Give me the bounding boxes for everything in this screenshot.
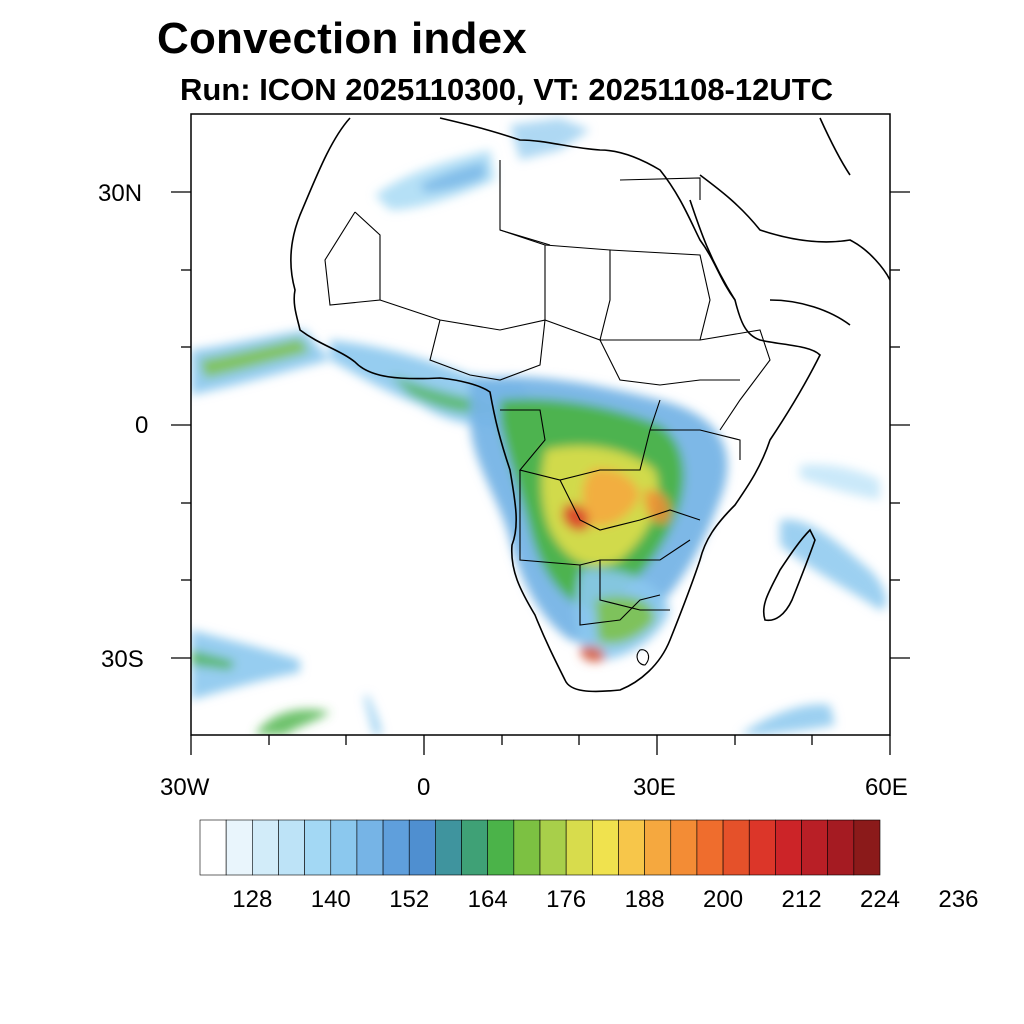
colorbar-swatch (382, 819, 410, 876)
colorbar-label: 224 (859, 886, 901, 913)
colorbar-swatch (225, 819, 253, 876)
colorbar-swatch (435, 819, 462, 876)
field-east-orange (645, 489, 671, 524)
field-south-indian (740, 704, 835, 735)
colorbar-swatch (513, 819, 541, 876)
colorbar-label: 140 (310, 886, 351, 913)
border-6 (599, 339, 740, 386)
colorbar-swatch (199, 819, 227, 876)
axis-ticks (171, 191, 910, 755)
colorbar-swatch (304, 819, 332, 876)
convection-field (191, 117, 890, 735)
field-central-orange (582, 468, 640, 526)
border-5 (429, 319, 546, 381)
colorbar-swatch (461, 819, 488, 876)
arabia-coast (699, 174, 890, 326)
colorbar-label: 200 (703, 886, 744, 913)
colorbar-swatch (827, 819, 855, 876)
border-15 (499, 160, 551, 246)
colorbar-swatch (644, 819, 672, 876)
colorbar-swatch (278, 819, 305, 876)
field-satl-green (191, 650, 235, 670)
field-atlantic-green (200, 338, 310, 378)
colorbar (199, 819, 881, 876)
colorbar-swatch (748, 819, 776, 876)
border-8 (559, 479, 701, 531)
colorbar-swatch (670, 819, 698, 876)
border-2 (379, 229, 546, 331)
field-madagascar (780, 519, 887, 610)
field-satl-swirl (255, 709, 330, 735)
lon-label-30w: 30W (160, 774, 210, 801)
lat-label-0: 0 (135, 412, 149, 439)
field-south-red (580, 645, 605, 663)
colorbar-swatch (330, 819, 358, 876)
field-south-green (595, 596, 655, 644)
field-satl-streak (364, 695, 382, 735)
colorbar-swatch (408, 819, 436, 876)
border-10 (579, 565, 661, 626)
lon-label-30e: 30E (633, 774, 676, 801)
border-14 (619, 177, 701, 200)
border-3 (544, 244, 611, 341)
colorbar-swatch (252, 819, 279, 876)
colorbar-swatch (565, 819, 593, 876)
field-indian-ocean (800, 464, 880, 500)
lon-label-60e: 60E (865, 774, 908, 801)
colorbar-label: 152 (389, 886, 430, 913)
caspian (819, 117, 851, 176)
colorbar-swatch (722, 819, 750, 876)
colorbar-swatch (592, 819, 619, 876)
colorbar-swatch (487, 819, 515, 876)
red-sea (689, 199, 736, 301)
colorbar-label: 212 (781, 886, 822, 913)
lat-label-30n: 30N (98, 180, 143, 207)
colorbar-swatch (775, 819, 802, 876)
colorbar-swatch (539, 819, 567, 876)
field-north-core (420, 162, 485, 192)
border-13 (699, 329, 771, 431)
colorbar-swatch (356, 819, 384, 876)
colorbar-swatch (618, 819, 645, 876)
colorbar-label: 188 (624, 886, 665, 913)
map-title: Convection index (157, 14, 527, 63)
field-central-red (562, 503, 589, 531)
country-borders (324, 160, 771, 666)
madagascar-coast (762, 528, 816, 622)
border-12 (650, 429, 741, 460)
map-subtitle: Run: ICON 2025110300, VT: 20251108-12UTC (180, 72, 834, 107)
colorbar-label: 176 (546, 886, 587, 913)
colorbar-label: 236 (938, 886, 979, 913)
lat-label-30s: 30S (101, 646, 144, 673)
africa-coastline (290, 117, 821, 693)
colorbar-swatch (801, 819, 828, 876)
colorbar-swatch (696, 819, 724, 876)
colorbar-swatch (853, 819, 881, 876)
border-16 (636, 649, 650, 666)
lon-label-0: 0 (417, 774, 431, 801)
border-4 (600, 249, 711, 341)
field-satl-band (191, 630, 300, 700)
border-1 (324, 211, 381, 306)
colorbar-label: 128 (232, 886, 273, 913)
coastline (290, 117, 890, 693)
field-med-patch (510, 118, 590, 160)
border-11 (599, 560, 670, 611)
colorbar-label: 164 (467, 886, 508, 913)
